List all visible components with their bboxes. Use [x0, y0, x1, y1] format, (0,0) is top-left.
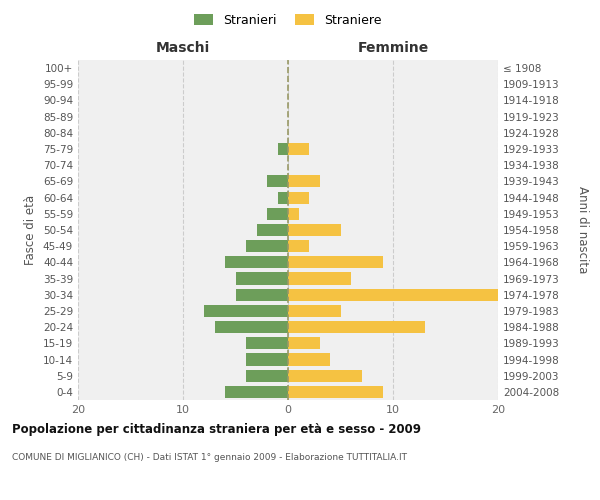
Bar: [267, 208, 288, 220]
Bar: [257, 224, 288, 236]
Y-axis label: Fasce di età: Fasce di età: [25, 195, 37, 265]
Bar: [267, 176, 288, 188]
Bar: [204, 305, 288, 317]
Bar: [288, 176, 320, 188]
Bar: [225, 256, 288, 268]
Bar: [235, 288, 288, 301]
Bar: [288, 208, 299, 220]
Bar: [288, 272, 351, 284]
Bar: [225, 386, 288, 398]
Bar: [288, 354, 330, 366]
Legend: Stranieri, Straniere: Stranieri, Straniere: [190, 8, 386, 32]
Bar: [288, 386, 383, 398]
Bar: [288, 240, 309, 252]
Bar: [277, 143, 288, 155]
Bar: [277, 192, 288, 203]
Bar: [246, 338, 288, 349]
Y-axis label: Anni di nascita: Anni di nascita: [576, 186, 589, 274]
Bar: [288, 288, 498, 301]
Bar: [246, 240, 288, 252]
Bar: [288, 224, 341, 236]
Bar: [246, 370, 288, 382]
Text: Femmine: Femmine: [358, 41, 428, 55]
Bar: [246, 354, 288, 366]
Text: Popolazione per cittadinanza straniera per età e sesso - 2009: Popolazione per cittadinanza straniera p…: [12, 422, 421, 436]
Bar: [288, 192, 309, 203]
Bar: [288, 370, 361, 382]
Bar: [288, 143, 309, 155]
Bar: [288, 338, 320, 349]
Text: Maschi: Maschi: [156, 41, 210, 55]
Bar: [288, 321, 425, 333]
Bar: [215, 321, 288, 333]
Bar: [235, 272, 288, 284]
Bar: [288, 305, 341, 317]
Text: COMUNE DI MIGLIANICO (CH) - Dati ISTAT 1° gennaio 2009 - Elaborazione TUTTITALIA: COMUNE DI MIGLIANICO (CH) - Dati ISTAT 1…: [12, 452, 407, 462]
Bar: [288, 256, 383, 268]
